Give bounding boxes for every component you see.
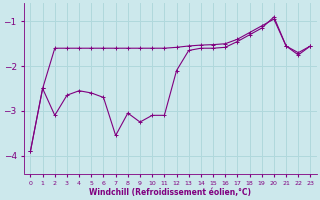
- X-axis label: Windchill (Refroidissement éolien,°C): Windchill (Refroidissement éolien,°C): [90, 188, 252, 197]
